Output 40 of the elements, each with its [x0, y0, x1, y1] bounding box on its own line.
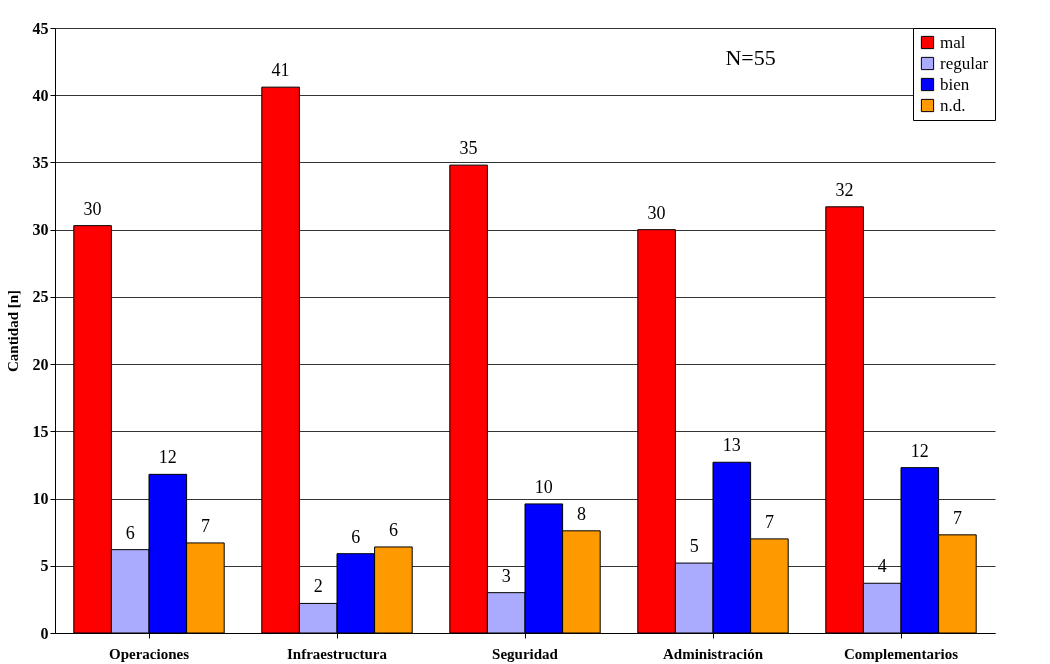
- data-label: 2: [313, 576, 323, 597]
- x-tick-label: Operaciones: [109, 645, 190, 662]
- legend-label: mal: [940, 32, 966, 52]
- data-label: 5: [689, 536, 699, 557]
- data-label: 3: [501, 565, 511, 586]
- y-tick-label: 30: [32, 221, 49, 239]
- y-tick-label: 10: [32, 490, 49, 508]
- data-label: 6: [388, 519, 398, 540]
- y-tick-label: 20: [32, 355, 49, 373]
- y-tick-label: 40: [32, 86, 49, 104]
- data-label: 6: [351, 526, 361, 547]
- y-tick-label: 15: [32, 422, 49, 440]
- data-label: 8: [576, 503, 586, 524]
- y-tick-label: 35: [32, 153, 49, 171]
- data-label: 30: [647, 202, 666, 223]
- data-label: 7: [200, 515, 210, 536]
- x-tick-label: Infraestructura: [287, 645, 388, 662]
- annotation: N=55: [725, 45, 776, 70]
- x-tick-label: Complementarios: [843, 645, 959, 662]
- y-tick-label: 45: [32, 19, 49, 37]
- data-label: 13: [722, 435, 741, 456]
- data-label: 41: [271, 60, 290, 81]
- data-label: 12: [158, 447, 177, 468]
- x-tick-label: Administración: [662, 645, 764, 662]
- legend-label: n.d.: [940, 95, 966, 115]
- y-tick-label: 25: [32, 288, 49, 306]
- y-axis-title: Cantidad [n]: [4, 289, 21, 373]
- data-label: 10: [534, 476, 553, 497]
- legend-label: regular: [940, 53, 989, 73]
- data-label: 6: [125, 522, 135, 543]
- data-label: 7: [764, 511, 774, 532]
- data-label: 12: [910, 440, 929, 461]
- data-label: 7: [952, 507, 962, 528]
- legend-label: bien: [940, 74, 970, 94]
- data-label: 35: [459, 138, 478, 159]
- y-tick-label: 5: [40, 557, 49, 575]
- data-label: 30: [83, 198, 102, 219]
- y-tick-label: 0: [40, 624, 49, 642]
- data-label: 32: [835, 179, 854, 200]
- x-tick-label: Seguridad: [492, 645, 559, 662]
